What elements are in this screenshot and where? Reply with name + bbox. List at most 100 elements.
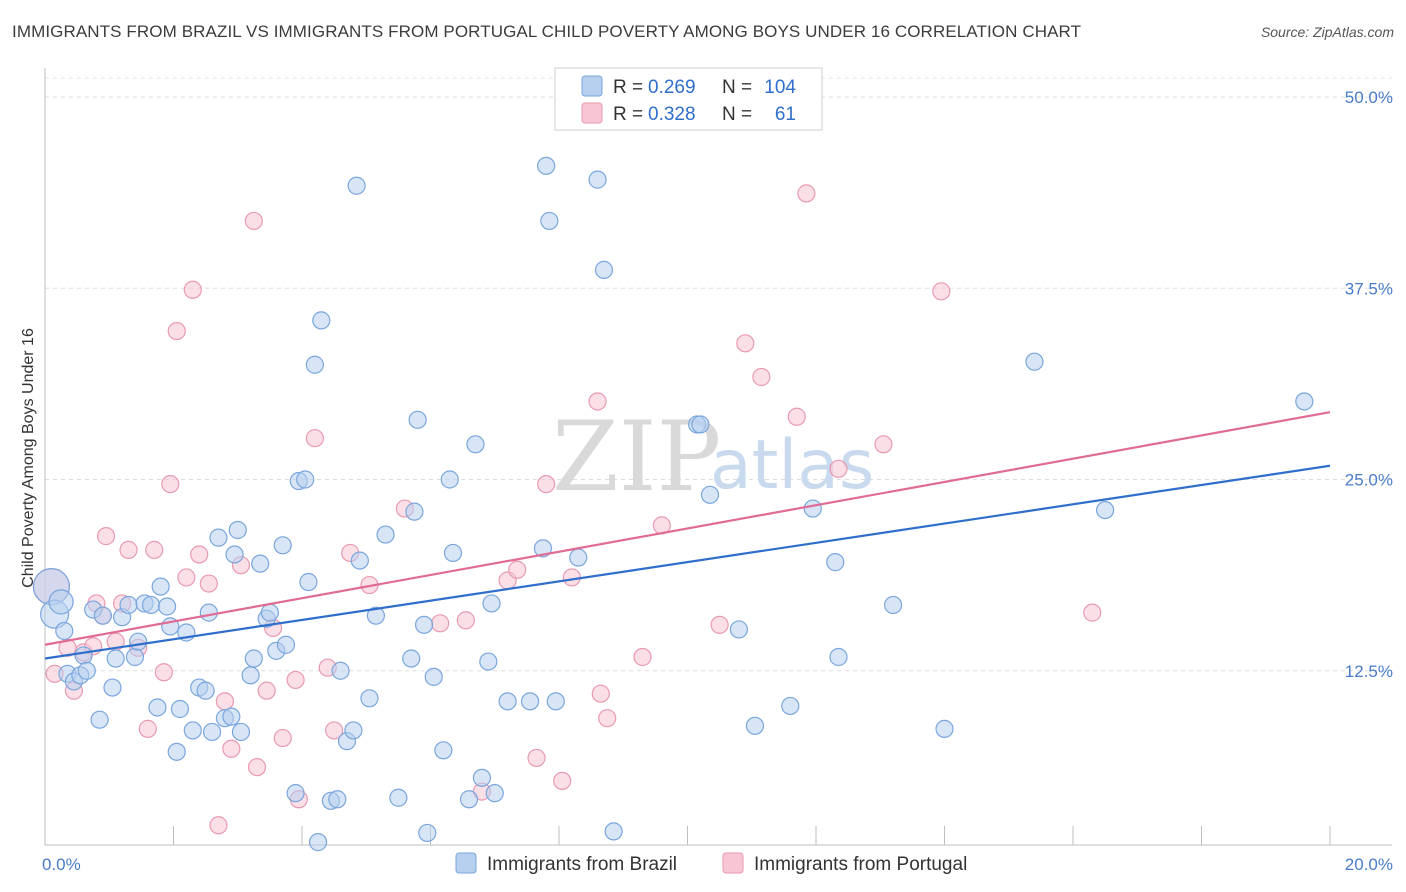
correlation-legend: R = 0.269 N = 104 R = 0.328 N = 61 xyxy=(554,67,823,131)
portugal-point xyxy=(257,681,276,700)
brazil-point xyxy=(408,410,427,429)
brazil-point xyxy=(347,176,366,195)
brazil-point xyxy=(48,589,74,615)
portugal-point xyxy=(199,574,218,593)
brazil-point xyxy=(883,595,903,615)
brazil-point xyxy=(77,661,96,680)
brazil-point xyxy=(376,525,395,544)
brazil-point xyxy=(350,551,369,570)
brazil-point xyxy=(540,211,559,231)
brazil-point xyxy=(594,260,614,279)
x-tick-label-max: 20.0% xyxy=(1345,855,1393,874)
brazil-point xyxy=(125,647,145,667)
brazil-point xyxy=(308,833,328,852)
brazil-point xyxy=(389,788,408,807)
brazil-point xyxy=(103,678,122,697)
brazil-point xyxy=(472,768,491,787)
portugal-point xyxy=(797,184,816,203)
legend-r-value-brazil: 0.269 xyxy=(648,77,696,98)
brazil-point xyxy=(129,632,148,651)
brazil-point xyxy=(328,790,347,809)
portugal-point xyxy=(431,614,450,633)
brazil-point xyxy=(199,603,218,622)
trend-line-brazil xyxy=(44,464,1331,660)
portugal-point xyxy=(710,615,729,634)
brazil-point xyxy=(466,435,485,454)
brazil-point xyxy=(826,553,845,572)
brazil-point xyxy=(569,548,588,567)
portugal-point xyxy=(209,816,228,835)
brazil-point xyxy=(418,823,437,843)
source-label: Source: ZipAtlas.com xyxy=(1260,24,1394,40)
portugal-point xyxy=(161,474,180,494)
brazil-point xyxy=(202,722,222,742)
brazil-point xyxy=(119,595,138,615)
brazil-point xyxy=(93,606,112,625)
brazil-point xyxy=(440,470,459,489)
brazil-point xyxy=(55,621,74,641)
brazil-point xyxy=(537,156,556,175)
brazil-point xyxy=(222,707,241,726)
brazil-point xyxy=(312,311,331,330)
portugal-point xyxy=(305,429,324,448)
brazil-point xyxy=(273,536,292,555)
brazil-point xyxy=(1025,352,1044,371)
data-points xyxy=(32,156,1314,852)
portugal-point xyxy=(591,684,610,703)
chart-title: IMMIGRANTS FROM BRAZIL VS IMMIGRANTS FRO… xyxy=(12,22,1082,41)
brazil-point xyxy=(520,692,540,711)
y-tick-label: 12.5% xyxy=(1345,662,1393,681)
brazil-point xyxy=(588,170,607,189)
legend-swatch-brazil xyxy=(581,75,603,97)
brazil-point xyxy=(366,606,385,625)
y-tick-label: 25.0% xyxy=(1345,471,1393,490)
portugal-point xyxy=(138,719,157,738)
portugal-point xyxy=(633,647,652,667)
brazil-point xyxy=(225,545,244,564)
legend-r-label-brazil: R = xyxy=(613,77,643,98)
portugal-point xyxy=(177,568,196,587)
y-tick-label: 37.5% xyxy=(1345,279,1393,298)
portugal-point xyxy=(874,435,893,454)
brazil-point xyxy=(344,721,363,740)
portugal-point xyxy=(154,663,173,682)
brazil-point xyxy=(148,698,167,717)
brazil-point xyxy=(443,543,463,563)
portugal-point xyxy=(286,670,305,690)
portugal-point xyxy=(167,321,186,341)
brazil-point xyxy=(546,692,565,711)
portugal-point xyxy=(752,367,771,387)
legend-r-value-portugal: 0.328 xyxy=(648,104,696,125)
portugal-point xyxy=(222,739,241,758)
brazil-point xyxy=(296,470,315,489)
brazil-point xyxy=(459,790,479,809)
brazil-point xyxy=(74,646,93,665)
portugal-point xyxy=(183,280,202,299)
brazil-point xyxy=(331,661,350,680)
series-label-brazil: Immigrants from Brazil xyxy=(487,854,677,875)
legend-n-value-brazil: 104 xyxy=(764,77,796,98)
portugal-point xyxy=(325,721,344,740)
legend-n-label-portugal: N = xyxy=(722,104,752,125)
portugal-point xyxy=(553,771,572,791)
x-tick-label-min: 0.0% xyxy=(42,855,81,874)
portugal-point xyxy=(829,459,848,478)
series-swatch-brazil xyxy=(455,852,477,874)
y-axis-title: Child Poverty Among Boys Under 16 xyxy=(20,328,37,588)
watermark-atlas: atlas xyxy=(710,426,874,505)
portugal-point xyxy=(508,560,527,579)
brazil-point xyxy=(305,355,324,374)
brazil-point xyxy=(414,615,434,634)
brazil-point xyxy=(90,710,109,729)
trend-lines xyxy=(44,411,1331,660)
portugal-point xyxy=(96,527,116,546)
brazil-point xyxy=(935,719,954,738)
portugal-point xyxy=(588,392,607,411)
brazil-point xyxy=(498,692,517,711)
gridlines xyxy=(45,77,1392,672)
brazil-point xyxy=(209,528,228,547)
brazil-point xyxy=(170,699,190,719)
brazil-point xyxy=(700,485,720,504)
brazil-point xyxy=(157,597,177,616)
